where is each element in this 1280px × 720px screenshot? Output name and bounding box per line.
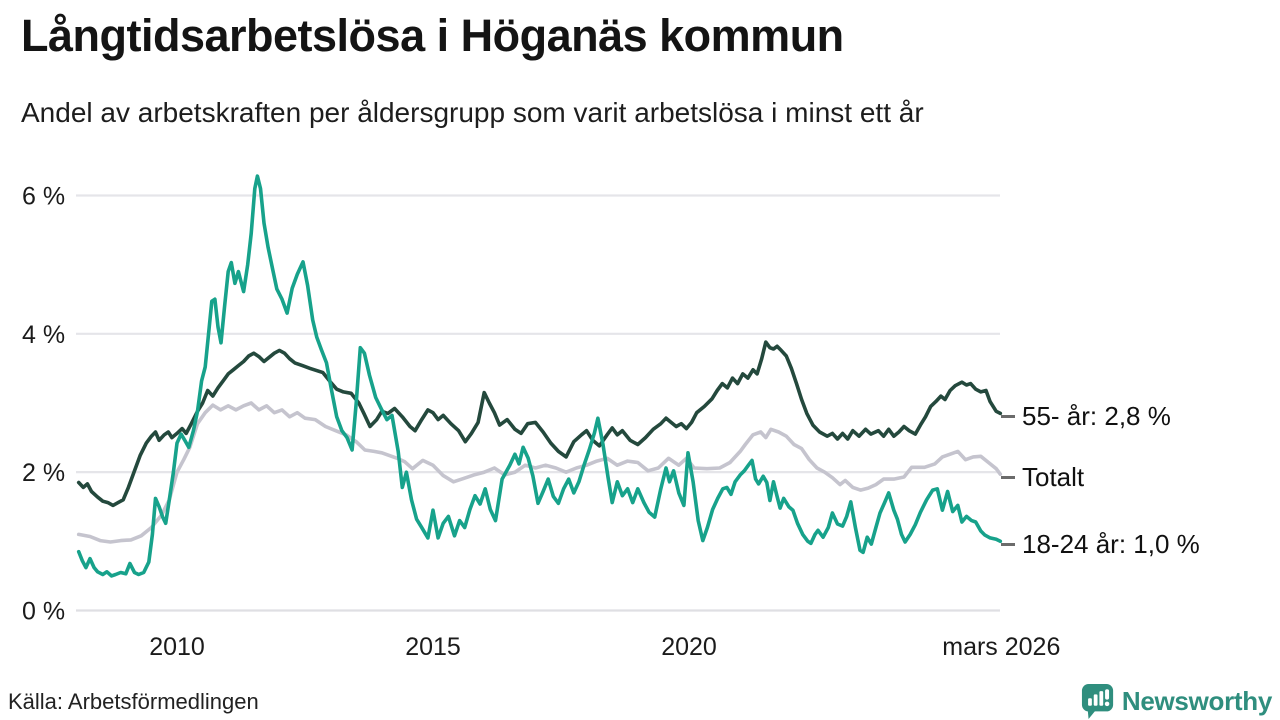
label-dash-icon xyxy=(1001,414,1015,418)
source-attribution: Källa: Arbetsförmedlingen xyxy=(8,689,259,714)
page-title: Långtidsarbetslösa i Höganäs kommun xyxy=(21,10,844,61)
newsworthy-brand-text: Newsworthy xyxy=(1121,686,1272,716)
series-end-label-55: 55- år: 2,8 % xyxy=(1001,400,1171,432)
chart-subtitle: Andel av arbetskraften per åldersgrupp s… xyxy=(21,97,924,128)
y-tick-label: 4 % xyxy=(22,321,65,349)
x-tick-label: 2020 xyxy=(661,633,717,661)
label-dash-icon xyxy=(1001,542,1015,546)
series-line-55- år xyxy=(76,340,1003,508)
x-tick-label: 2015 xyxy=(405,633,461,661)
label-dash-icon xyxy=(1001,475,1015,479)
y-tick-label: 2 % xyxy=(22,459,65,487)
series-end-label-totalt-text: Totalt xyxy=(1022,461,1085,492)
series-end-label-55-text: 55- år: 2,8 % xyxy=(1022,400,1171,431)
series-end-label-18-24: 18-24 år: 1,0 % xyxy=(1001,528,1200,560)
x-tick-label: mars 2026 xyxy=(942,633,1060,661)
series-line-Totalt xyxy=(76,401,1003,544)
x-tick-label: 2010 xyxy=(149,633,205,661)
series-end-label-totalt: Totalt xyxy=(1001,461,1084,493)
y-tick-label: 6 % xyxy=(22,182,65,210)
series-line-18-24 år xyxy=(76,174,1003,578)
y-tick-label: 0 % xyxy=(22,598,65,626)
newsworthy-logo-icon xyxy=(1081,684,1113,719)
newsworthy-brand: Newsworthy xyxy=(1081,683,1272,720)
series-end-label-18-24-text: 18-24 år: 1,0 % xyxy=(1022,528,1200,559)
